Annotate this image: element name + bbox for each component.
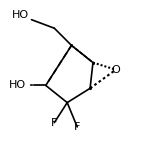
- Text: F: F: [51, 118, 57, 128]
- Text: HO: HO: [11, 10, 29, 20]
- Text: HO: HO: [9, 81, 26, 90]
- Text: F: F: [74, 122, 80, 132]
- Text: O: O: [111, 65, 120, 75]
